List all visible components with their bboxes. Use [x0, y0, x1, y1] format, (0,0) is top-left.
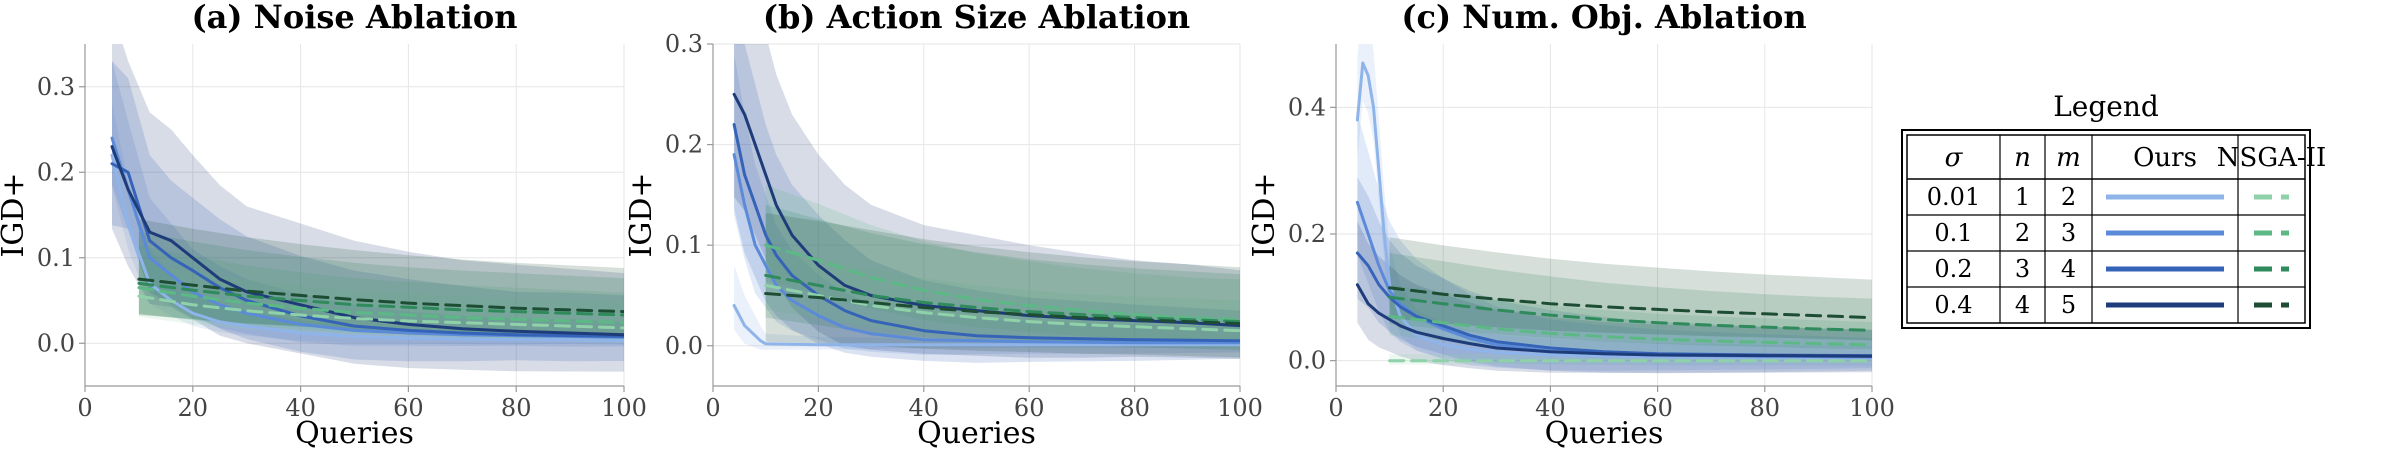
- legend-header: NSGA-II: [2217, 143, 2326, 173]
- chart-panel-2: 0 20 40 60 80 100 0.0 0.1 0.2 0.3 (b) Action Size …: [624, 0, 1263, 451]
- y-tick-label: 0.0: [37, 329, 75, 357]
- legend-n: 4: [2015, 291, 2030, 319]
- y-axis-label: IGD+: [0, 172, 31, 257]
- series-line-nsga-0: [137, 294, 624, 330]
- series-line-nsga-1: [1388, 314, 1872, 347]
- x-tick-label: 60: [393, 394, 424, 422]
- series-line-nsga-2: [137, 281, 624, 317]
- x-tick-label: 0: [77, 394, 92, 422]
- x-tick-label: 0: [1328, 394, 1343, 422]
- series-line-ours-2: [732, 123, 1240, 343]
- chart-title: (b) Action Size Ablation: [763, 0, 1190, 36]
- x-tick-label: 40: [285, 394, 316, 422]
- plot-area: [1355, 44, 1872, 374]
- series-line-nsga-3: [1388, 286, 1872, 320]
- x-tick-label: 40: [1535, 394, 1566, 422]
- x-axis-label: Queries: [1545, 416, 1664, 451]
- legend-header: Ours: [2133, 143, 2197, 173]
- legend-m: 5: [2061, 291, 2076, 319]
- y-tick-label: 0.2: [37, 158, 75, 186]
- series-line-ours-0: [732, 304, 1240, 347]
- series-line-ours-1: [732, 153, 1240, 345]
- legend-n: 1: [2015, 183, 2030, 211]
- y-tick-label: 0.1: [37, 244, 75, 272]
- x-tick-label: 80: [1750, 394, 1781, 422]
- plot-area: [110, 44, 624, 372]
- x-axis-label: Queries: [917, 416, 1036, 451]
- legend-frame-inner: [1906, 134, 2306, 324]
- x-tick-label: 0: [705, 394, 720, 422]
- x-axis-label: Queries: [295, 416, 414, 451]
- x-tick-label: 60: [1642, 394, 1673, 422]
- y-tick-label: 0.2: [665, 131, 703, 159]
- x-tick-label: 100: [601, 394, 647, 422]
- legend-frame: [1901, 129, 2311, 329]
- x-tick-label: 100: [1849, 394, 1895, 422]
- band-ours-2: [734, 44, 1240, 363]
- chart-title: (c) Num. Obj. Ablation: [1401, 0, 1806, 36]
- series-line-ours-2: [110, 162, 624, 338]
- chart-panel-1: 0 20 40 60 80 100 0.0 0.1 0.2 0.3 (a) Noise Ablati…: [0, 0, 647, 451]
- legend-n: 2: [2015, 219, 2030, 247]
- series-line-nsga-1: [137, 286, 624, 325]
- legend: Legend σ n m Ours NSGA-II 0.01 1 2 0.1 2 3 0.2 3 4 0.4 4…: [1901, 90, 2326, 329]
- series-line-nsga-3: [137, 277, 624, 314]
- legend-header: n: [2014, 143, 2031, 173]
- y-tick-label: 0.0: [1288, 347, 1326, 375]
- legend-m: 3: [2061, 219, 2076, 247]
- y-tick-label: 0.4: [1288, 93, 1326, 121]
- plot-area: [732, 44, 1240, 363]
- band-ours-3: [1357, 221, 1872, 374]
- x-tick-label: 20: [803, 394, 834, 422]
- legend-sigma: 0.4: [1934, 291, 1972, 319]
- series-line-nsga-2: [1388, 295, 1872, 332]
- band-ours-3: [734, 44, 1240, 359]
- legend-sigma: 0.2: [1934, 255, 1972, 283]
- series-line-nsga-3: [764, 292, 1240, 326]
- legend-n: 3: [2015, 255, 2030, 283]
- band-ours-2: [112, 61, 624, 362]
- y-tick-label: 0.3: [665, 30, 703, 58]
- band-ours-1: [734, 54, 1240, 355]
- band-ours-2: [1357, 177, 1872, 373]
- series-line-ours-3: [1355, 283, 1872, 358]
- legend-sigma: 0.1: [1934, 219, 1972, 247]
- x-tick-label: 20: [1428, 394, 1459, 422]
- legend-m: 4: [2061, 255, 2076, 283]
- legend-title: Legend: [2053, 90, 2159, 123]
- y-tick-label: 0.0: [665, 332, 703, 360]
- x-tick-label: 20: [178, 394, 209, 422]
- legend-header: σ: [1945, 143, 1964, 173]
- band-ours-0: [1357, 44, 1872, 366]
- chart-panel-3: 0 20 40 60 80 100 0.0 0.2 0.4 (c) Num. Obj. Ablat…: [1247, 0, 1895, 451]
- legend-header: m: [2056, 143, 2081, 173]
- x-tick-label: 80: [1119, 394, 1150, 422]
- y-tick-label: 0.2: [1288, 220, 1326, 248]
- y-tick-label: 0.1: [665, 231, 703, 259]
- x-tick-label: 80: [501, 394, 532, 422]
- series-line-ours-0: [1355, 61, 1872, 360]
- y-axis-label: IGD+: [624, 172, 659, 257]
- x-tick-label: 40: [909, 394, 940, 422]
- y-tick-label: 0.3: [37, 73, 75, 101]
- series-line-nsga-2: [764, 273, 1240, 324]
- x-tick-label: 60: [1014, 394, 1045, 422]
- series-line-nsga-1: [764, 243, 1240, 322]
- chart-title: (a) Noise Ablation: [191, 0, 517, 36]
- x-tick-label: 100: [1217, 394, 1263, 422]
- legend-m: 2: [2061, 183, 2076, 211]
- band-ours-1: [1357, 113, 1872, 371]
- legend-sigma: 0.01: [1927, 183, 1980, 211]
- y-axis-label: IGD+: [1247, 172, 1282, 257]
